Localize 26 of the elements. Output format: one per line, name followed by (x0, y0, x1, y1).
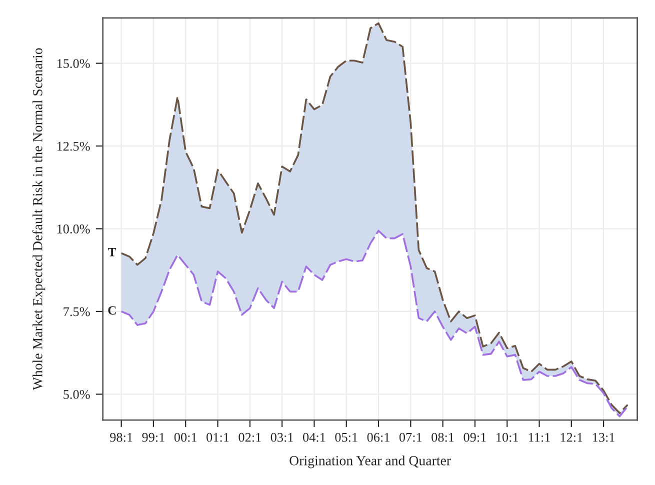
y-tick-label: 15.0% (57, 59, 90, 68)
y-tick-label: 5.0% (64, 390, 90, 399)
y-tick-label: 12.5% (57, 142, 90, 151)
x-tick-label: 13:1 (592, 432, 614, 442)
x-tick-label: 12:1 (560, 432, 582, 442)
x-tick-label: 05:1 (335, 432, 358, 442)
x-tick-label: 09:1 (464, 432, 486, 442)
y-tick-label: 10.0% (57, 224, 90, 234)
series-label: C (108, 306, 116, 315)
x-tick-label: 06:1 (367, 432, 390, 442)
y-axis-title: Whole Market Expected Default Risk in the Normal Scenario (32, 48, 46, 390)
x-tick-label: 10:1 (496, 432, 518, 442)
x-tick-label: 01:1 (206, 432, 229, 442)
x-tick-label: 99:1 (142, 432, 164, 442)
line-series (120, 230, 629, 418)
x-tick-label: 00:1 (174, 432, 197, 442)
x-axis-title: Origination Year and Quarter (290, 456, 451, 468)
x-tick-label: 03:1 (270, 432, 294, 442)
series-label: T (108, 248, 116, 256)
x-tick-label: 98:1 (110, 432, 132, 442)
x-tick-label: 02:1 (238, 432, 261, 442)
x-tick-label: 08:1 (432, 432, 454, 442)
x-tick-label: 04:1 (302, 432, 326, 442)
x-tick-label: 11:1 (528, 432, 550, 442)
x-tick-label: 07:1 (399, 432, 422, 442)
y-tick-label: 7.5% (64, 307, 90, 316)
